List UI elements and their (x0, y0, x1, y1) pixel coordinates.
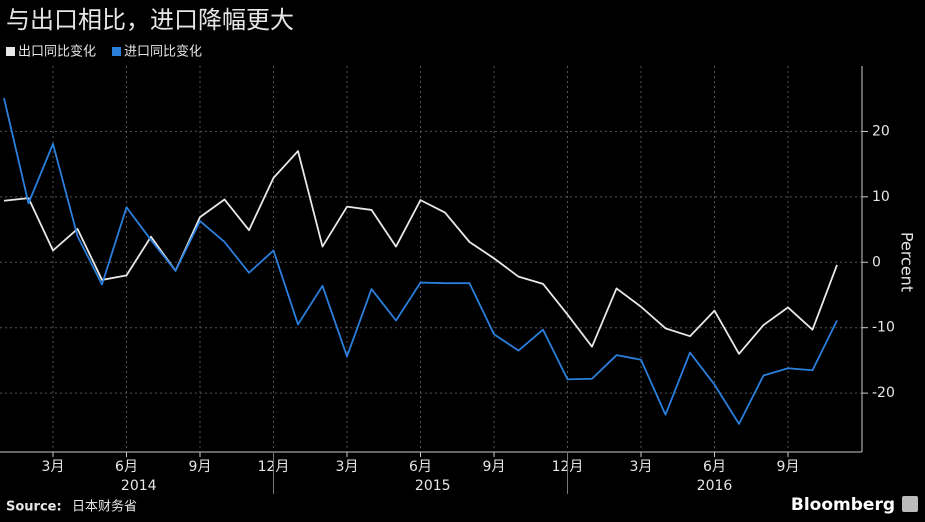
x-tick-label: 6月 (703, 459, 726, 475)
legend-label: 进口同比变化 (124, 44, 202, 60)
y-tick-label: -10 (872, 320, 895, 336)
x-tick-label: 3月 (630, 459, 653, 475)
x-tick-label: 3月 (336, 459, 359, 475)
y-tick-label: 10 (872, 189, 890, 205)
legend-swatch (6, 47, 15, 56)
legend-label: 出口同比变化 (18, 44, 96, 60)
brand-icon (902, 496, 918, 512)
x-tick-label: 9月 (483, 459, 506, 475)
y-tick-label: 20 (872, 123, 890, 139)
x-tick-label: 9月 (189, 459, 212, 475)
y-tick-label: -20 (872, 385, 895, 401)
x-tick-label: 6月 (115, 459, 138, 475)
x-tick-label: 6月 (409, 459, 432, 475)
source: 日本财务省 (72, 499, 137, 515)
source-label: Source: (6, 500, 62, 515)
year-label: 2016 (697, 478, 733, 494)
x-tick-label: 3月 (42, 459, 65, 475)
x-tick-label: 9月 (777, 459, 800, 475)
year-label: 2015 (415, 478, 451, 494)
year-label: 2014 (121, 478, 157, 494)
y-tick-label: 0 (872, 254, 881, 270)
series-line (3, 97, 838, 425)
brand: Bloomberg (791, 495, 895, 515)
legend-swatch (112, 47, 122, 56)
series-line (3, 150, 838, 355)
y-axis-label: Percent (898, 232, 917, 292)
chart-title: 与出口相比，进口降幅更大 (6, 6, 294, 34)
